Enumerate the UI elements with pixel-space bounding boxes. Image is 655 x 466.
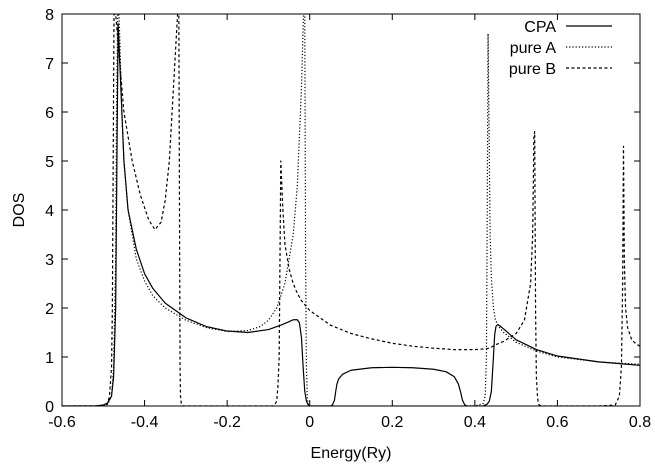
legend-label-pure-b: pure B	[509, 61, 556, 78]
y-tick-label: 2	[45, 301, 54, 318]
y-tick-label: 3	[45, 252, 54, 269]
y-tick-label: 5	[45, 154, 54, 171]
ticks-layer: -0.6 -0.4 -0.2 0 0.2 0.4 0.6 0.8 0 1 2 3 4 5 6 7 8	[45, 7, 651, 431]
x-tick-label: -0.4	[131, 414, 159, 431]
y-tick-label: 1	[45, 350, 54, 367]
x-tick-label: 0.2	[381, 414, 403, 431]
x-axis-label: Energy(Ry)	[311, 445, 392, 462]
x-tick-label: -0.6	[48, 414, 76, 431]
series-line-pure-a	[62, 14, 640, 406]
x-tick-label: -0.2	[213, 414, 241, 431]
series-line-cpa	[62, 23, 640, 406]
x-tick-label: 0.6	[546, 414, 568, 431]
y-tick-label: 7	[45, 56, 54, 73]
y-tick-label: 8	[45, 7, 54, 24]
x-tick-label: 0.8	[629, 414, 651, 431]
y-tick-label: 6	[45, 105, 54, 122]
y-axis-label: DOS	[11, 193, 28, 228]
y-tick-label: 0	[45, 399, 54, 416]
x-tick-label: 0.4	[464, 414, 486, 431]
legend: CPA pure A pure B	[509, 19, 612, 78]
series-line-pure-b	[62, 14, 640, 406]
legend-label-cpa: CPA	[524, 19, 556, 36]
x-tick-label: 0	[305, 414, 314, 431]
legend-label-pure-a: pure A	[510, 40, 557, 57]
y-tick-label: 4	[45, 203, 54, 220]
